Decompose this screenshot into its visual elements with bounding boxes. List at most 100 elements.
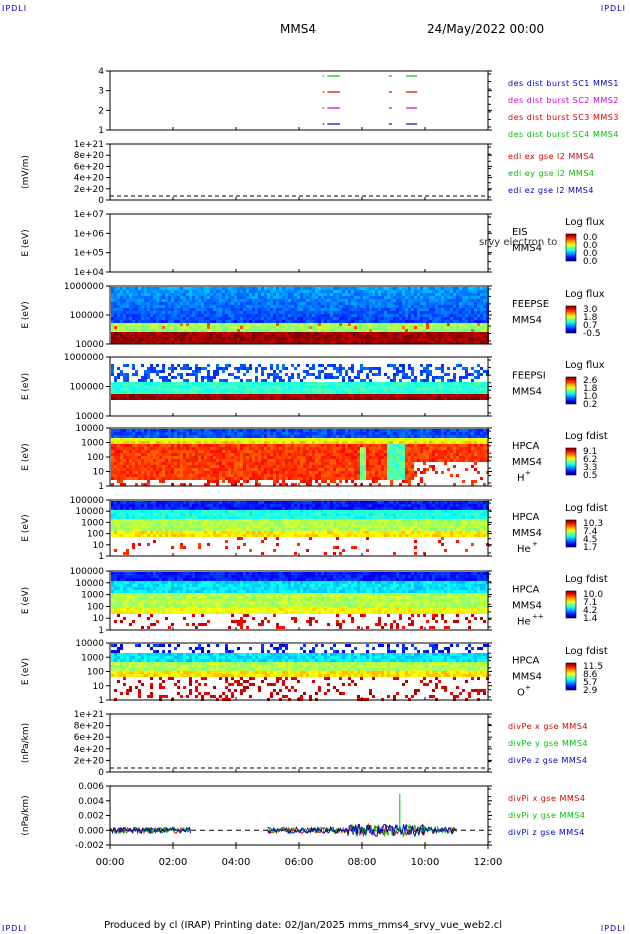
ytick-label-feepse-1: 100000 — [70, 311, 105, 321]
ytick-label-divpi-2: 0.002 — [78, 812, 104, 822]
ytick-label-feepse-0: 1000000 — [64, 282, 104, 292]
legend-divpi-2: divPi z gse MMS4 — [508, 828, 585, 837]
colorbar-hpca_h — [565, 447, 577, 476]
ytick-label-hpca_o-0: 10000 — [75, 639, 104, 649]
legend-burst-2: des dist burst SC3 MMS3 — [508, 113, 619, 122]
colorbar-title-feepse: Log flux — [565, 289, 605, 300]
ylabel-eis: E (eV) — [21, 229, 31, 256]
spectrogram-hpca_hepp — [111, 572, 489, 629]
colorbar-tick-eis-1: 0.0 — [583, 241, 598, 251]
ytick-label-edi-2: 6e+20 — [74, 162, 105, 172]
xaxis-label-1: 02:00 — [159, 857, 188, 868]
instrument-name-hpca_hepp: HPCA — [512, 585, 540, 596]
colorbar-tick-feepsi-1: 1.8 — [583, 384, 598, 394]
colorbar-tick-hpca_h-0: 9.1 — [583, 447, 597, 457]
ytick-label-edi-4: 2e+20 — [74, 185, 105, 195]
legend-burst-1: des dist burst SC2 MMS2 — [508, 96, 619, 105]
ytick-label-hpca_hepp-4: 10 — [93, 614, 105, 624]
ylabel-hpca_h: E (eV) — [21, 443, 31, 470]
ytick-label-feepsi-0: 1000000 — [64, 353, 104, 363]
legend-divpi-1: divPi y gse MMS4 — [508, 811, 585, 820]
instrument-name-eis: EIS — [512, 227, 528, 238]
instrument-sc-eis: MMS4 — [512, 243, 542, 254]
ylabel-feepse: E (eV) — [21, 301, 31, 328]
species-charge-hpca_h: + — [525, 469, 531, 477]
ytick-label-hpca_hepp-5: 1 — [98, 626, 104, 636]
colorbar-tick-hpca_he-3: 1.7 — [583, 543, 597, 553]
colorbar-tick-eis-2: 0.0 — [583, 249, 598, 259]
series-divpi-blue-0 — [109, 826, 192, 835]
spacecraft-title: MMS4 — [280, 22, 316, 36]
ytick-label-hpca_he-4: 10 — [93, 541, 105, 551]
legend-divpi-0: divPi x gse MMS4 — [508, 794, 585, 803]
ytick-label-divpi-4: -0.002 — [75, 841, 104, 851]
colorbar-tick-eis-0: 0.0 — [583, 233, 598, 243]
legend-burst-0: des dist burst SC1 MMS1 — [508, 79, 619, 88]
ytick-label-edi-0: 1e+21 — [74, 140, 104, 150]
ytick-label-hpca_he-2: 1000 — [81, 518, 104, 528]
ytick-label-hpca_hepp-0: 100000 — [70, 567, 105, 577]
legend-divpe-1: divPe y gse MMS4 — [508, 739, 588, 748]
ytick-label-hpca_hepp-2: 1000 — [81, 591, 104, 601]
ylabel-divpe: (nPa/km) — [21, 723, 31, 763]
ytick-label-feepsi-2: 10000 — [75, 412, 104, 422]
corner-tag-bottom-right: IPDLI — [600, 924, 626, 933]
ylabel-feepsi: E (eV) — [21, 373, 31, 400]
xaxis-label-3: 06:00 — [285, 857, 314, 868]
ytick-label-hpca_o-2: 100 — [87, 668, 104, 678]
legend-edi-0: edi ex gse l2 MMS4 — [508, 152, 594, 161]
colorbar-tick-hpca_h-1: 6.2 — [583, 455, 597, 465]
ytick-label-hpca_hepp-3: 100 — [87, 602, 104, 612]
ytick-label-eis-0: 1e+07 — [74, 210, 104, 220]
ylabel-edi: (mV/m) — [21, 155, 31, 189]
ytick-label-hpca_he-5: 1 — [98, 552, 104, 562]
ytick-label-divpe-0: 1e+21 — [74, 710, 104, 720]
xaxis-label-5: 10:00 — [411, 857, 440, 868]
species-hpca_o: O — [517, 688, 525, 699]
ylabel-hpca_hepp: E (eV) — [21, 587, 31, 614]
colorbar-tick-feepse-2: 0.7 — [583, 321, 597, 331]
overlay-label-eis: srvy electron to — [479, 237, 557, 248]
ytick-label-burst-2: 2 — [98, 106, 104, 116]
species-hpca_he: He — [517, 544, 531, 555]
species-hpca_h: H — [517, 473, 525, 484]
ytick-label-divpi-0: 0.006 — [78, 782, 104, 792]
ytick-label-hpca_he-3: 100 — [87, 530, 104, 540]
instrument-name-hpca_he: HPCA — [512, 512, 540, 523]
ylabel-hpca_o: E (eV) — [21, 658, 31, 685]
colorbar-title-hpca_o: Log fdist — [565, 646, 608, 657]
ytick-label-hpca_h-3: 10 — [93, 468, 105, 478]
instrument-name-feepse: FEEPSE — [512, 299, 549, 310]
panel-frame-divpi — [109, 785, 489, 846]
ytick-label-hpca_o-3: 10 — [93, 682, 105, 692]
legend-divpe-0: divPe x gse MMS4 — [508, 722, 588, 731]
ytick-label-burst-0: 4 — [98, 67, 104, 77]
instrument-sc-hpca_h: MMS4 — [512, 457, 542, 468]
colorbar-tick-feepse-0: 3.0 — [583, 305, 598, 315]
colorbar-title-feepsi: Log flux — [565, 360, 605, 371]
species-charge-hpca_o: + — [525, 684, 531, 692]
ytick-label-divpe-2: 6e+20 — [74, 733, 105, 743]
spectrogram-hpca_o — [111, 644, 489, 701]
colorbar-tick-feepsi-3: 0.2 — [583, 400, 597, 410]
ytick-label-hpca_hepp-1: 10000 — [75, 579, 104, 589]
ytick-label-edi-3: 4e+20 — [74, 174, 105, 184]
instrument-sc-feepse: MMS4 — [512, 315, 542, 326]
species-charge-hpca_he: + — [532, 540, 538, 548]
ylabel-hpca_he: E (eV) — [21, 514, 31, 541]
ytick-label-eis-1: 1e+06 — [74, 229, 105, 239]
panel-frame-eis — [109, 213, 489, 273]
ylabel-divpi: (nPa/km) — [21, 795, 31, 835]
ytick-label-feepsi-1: 100000 — [70, 383, 105, 393]
colorbar-hpca_o — [565, 662, 577, 691]
instrument-name-feepsi: FEEPSI — [512, 371, 546, 382]
colorbar-tick-hpca_h-2: 3.3 — [583, 463, 597, 473]
spectrogram-hpca_h — [111, 429, 489, 486]
ytick-label-edi-5: 0 — [98, 196, 104, 206]
xaxis-label-0: 00:00 — [96, 857, 125, 868]
ytick-label-hpca_o-4: 1 — [98, 696, 104, 706]
legend-burst-3: des dist burst SC4 MMS4 — [508, 130, 619, 139]
colorbar-tick-hpca_o-3: 2.9 — [583, 686, 598, 696]
corner-tag-bottom-left: IPDLI — [2, 924, 28, 933]
